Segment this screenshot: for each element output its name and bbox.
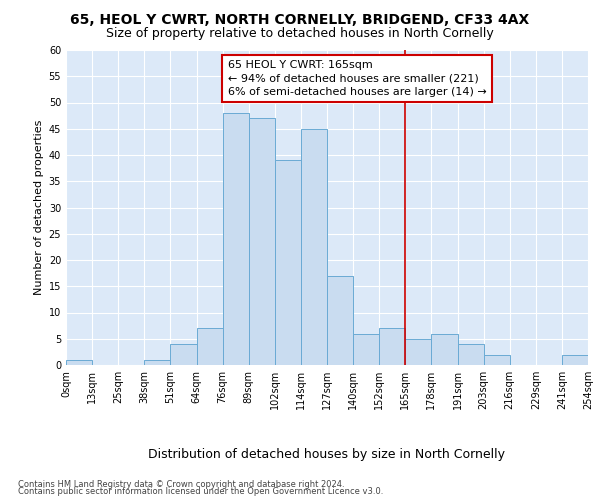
- Bar: [562, 354, 588, 365]
- Text: Contains HM Land Registry data © Crown copyright and database right 2024.: Contains HM Land Registry data © Crown c…: [18, 480, 344, 489]
- Text: 65, HEOL Y CWRT, NORTH CORNELLY, BRIDGEND, CF33 4AX: 65, HEOL Y CWRT, NORTH CORNELLY, BRIDGEN…: [70, 12, 530, 26]
- Bar: [223, 113, 249, 365]
- Bar: [145, 360, 170, 365]
- Text: Contains public sector information licensed under the Open Government Licence v3: Contains public sector information licen…: [18, 488, 383, 496]
- Bar: [431, 334, 458, 365]
- Bar: [327, 276, 353, 365]
- Bar: [379, 328, 406, 365]
- Bar: [170, 344, 197, 365]
- X-axis label: Distribution of detached houses by size in North Cornelly: Distribution of detached houses by size …: [149, 448, 505, 461]
- Text: 65 HEOL Y CWRT: 165sqm
← 94% of detached houses are smaller (221)
6% of semi-det: 65 HEOL Y CWRT: 165sqm ← 94% of detached…: [228, 60, 487, 97]
- Bar: [66, 360, 92, 365]
- Y-axis label: Number of detached properties: Number of detached properties: [34, 120, 44, 295]
- Bar: [249, 118, 275, 365]
- Bar: [353, 334, 379, 365]
- Bar: [484, 354, 510, 365]
- Bar: [301, 128, 327, 365]
- Bar: [197, 328, 223, 365]
- Bar: [275, 160, 301, 365]
- Bar: [406, 339, 431, 365]
- Text: Size of property relative to detached houses in North Cornelly: Size of property relative to detached ho…: [106, 28, 494, 40]
- Bar: [458, 344, 484, 365]
